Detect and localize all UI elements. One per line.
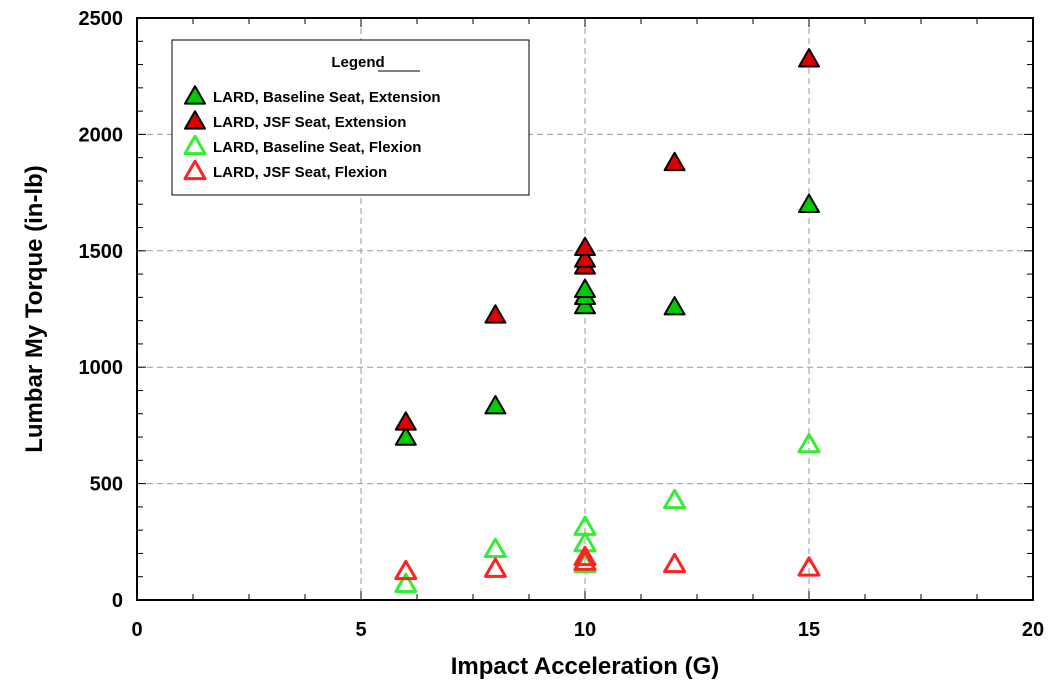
data-point: [573, 550, 597, 571]
x-tick-label: 15: [798, 619, 820, 641]
x-tick-label: 20: [1022, 619, 1044, 641]
legend-entry-label: LARD, JSF Seat, Flexion: [213, 164, 387, 181]
data-point: [663, 552, 687, 574]
data-points: [394, 48, 821, 593]
legend-box: [171, 39, 530, 196]
data-point: [484, 395, 507, 415]
y-tick-labels: 0 500 1000 1500 2000 2500: [79, 8, 124, 612]
data-point: [483, 557, 507, 578]
data-point: [483, 537, 507, 559]
legend-marker: [183, 134, 207, 156]
data-point: [663, 488, 687, 510]
x-tick-label: 10: [574, 619, 596, 641]
x-tick-label: 5: [355, 619, 366, 641]
legend: Legend LARD, Baseline Seat, ExtensionLAR…: [171, 39, 530, 196]
y-tick-label: 500: [90, 474, 123, 496]
data-point: [573, 515, 597, 536]
y-tick-label: 0: [112, 590, 123, 612]
legend-title: Legend: [331, 54, 384, 71]
data-point: [484, 304, 507, 324]
data-point: [798, 48, 820, 68]
x-axis-label: Impact Acceleration (G): [451, 653, 720, 680]
legend-marker: [184, 85, 206, 105]
data-point: [797, 556, 821, 577]
y-tick-label: 2000: [79, 124, 124, 146]
legend-entry-label: LARD, Baseline Seat, Extension: [213, 89, 441, 106]
data-point: [663, 296, 686, 316]
legend-marker: [183, 159, 207, 181]
data-point: [394, 426, 417, 446]
data-point: [574, 236, 596, 257]
y-axis-label: Lumbar My Torque (in-lb): [21, 165, 48, 453]
legend-marker: [184, 110, 206, 130]
data-point: [394, 411, 417, 431]
legend-entries: LARD, Baseline Seat, Extension LARD, JSF …: [183, 85, 441, 181]
plot-area-frame: [136, 17, 1034, 601]
data-point: [574, 248, 596, 268]
y-tick-label: 1500: [79, 241, 124, 263]
y-tick-label: 1000: [79, 357, 124, 379]
x-tick-labels: 0 5 10 15 20: [131, 619, 1044, 641]
data-point: [663, 151, 686, 172]
data-point: [394, 559, 418, 581]
data-point: [574, 278, 596, 298]
x-tick-label: 0: [131, 619, 142, 641]
data-point: [394, 572, 418, 593]
data-point: [797, 432, 821, 454]
legend-entry-label: LARD, JSF Seat, Extension: [213, 114, 406, 131]
data-point: [573, 545, 597, 567]
legend-entry-label: LARD, Baseline Seat, Flexion: [213, 139, 421, 156]
data-point: [798, 193, 820, 213]
y-tick-label: 2500: [79, 8, 124, 30]
